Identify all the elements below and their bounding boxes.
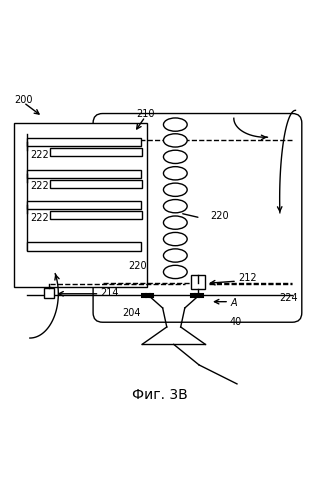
Ellipse shape bbox=[163, 216, 187, 229]
Ellipse shape bbox=[163, 233, 187, 246]
Ellipse shape bbox=[163, 167, 187, 180]
Bar bbox=[50, 212, 142, 219]
Text: 214: 214 bbox=[100, 288, 119, 298]
Ellipse shape bbox=[163, 200, 187, 213]
Text: 222: 222 bbox=[30, 181, 48, 191]
Text: 222: 222 bbox=[30, 213, 48, 223]
Text: 224: 224 bbox=[280, 292, 298, 302]
Text: 220: 220 bbox=[210, 211, 229, 221]
Bar bbox=[14, 123, 147, 287]
Text: A: A bbox=[231, 297, 237, 307]
Bar bbox=[191, 275, 205, 289]
Text: 200: 200 bbox=[14, 95, 33, 105]
Text: 222: 222 bbox=[30, 150, 48, 160]
FancyBboxPatch shape bbox=[93, 114, 302, 322]
Ellipse shape bbox=[163, 249, 187, 262]
Text: 210: 210 bbox=[136, 108, 154, 119]
Ellipse shape bbox=[163, 265, 187, 278]
Bar bbox=[50, 180, 142, 188]
Text: 40: 40 bbox=[229, 317, 241, 327]
Bar bbox=[27, 138, 141, 146]
Bar bbox=[44, 288, 54, 297]
Ellipse shape bbox=[163, 150, 187, 164]
Bar bbox=[27, 201, 141, 209]
Text: 204: 204 bbox=[122, 308, 140, 318]
Ellipse shape bbox=[163, 118, 187, 131]
Text: 212: 212 bbox=[239, 273, 257, 283]
Text: Фиг. 3В: Фиг. 3В bbox=[132, 388, 187, 402]
Bar bbox=[27, 170, 141, 178]
Ellipse shape bbox=[163, 183, 187, 197]
Bar bbox=[50, 148, 142, 156]
Text: 220: 220 bbox=[128, 261, 146, 271]
Bar bbox=[27, 242, 141, 251]
Ellipse shape bbox=[163, 134, 187, 147]
